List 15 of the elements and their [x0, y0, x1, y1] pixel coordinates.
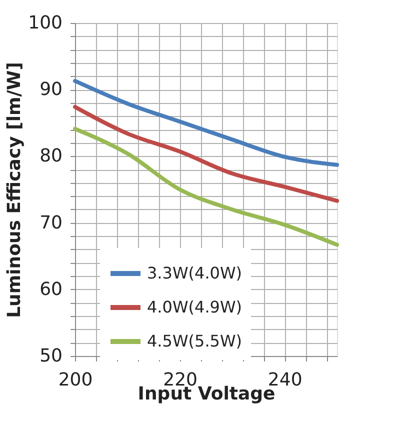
line-series: [73, 126, 339, 247]
y-axis-title: Luminous Efficacy [lm/W]: [4, 62, 26, 318]
y-tick-label: 80: [40, 146, 62, 167]
legend-label: 3.3W(4.0W): [147, 264, 242, 282]
y-tick-label: 100: [28, 12, 62, 34]
line-series: [73, 104, 339, 203]
y-tick-label: 70: [40, 212, 62, 234]
legend-label: 4.5W(5.5W): [147, 332, 242, 350]
line-series: [73, 78, 339, 167]
y-tick-label: 90: [40, 79, 62, 100]
x-tick-label: 200: [58, 370, 93, 390]
legend-label: 4.0W(4.9W): [147, 298, 242, 316]
x-tick-label: 240: [268, 370, 302, 390]
y-tick-label: 60: [40, 278, 62, 300]
y-tick-label: 50: [40, 346, 62, 366]
